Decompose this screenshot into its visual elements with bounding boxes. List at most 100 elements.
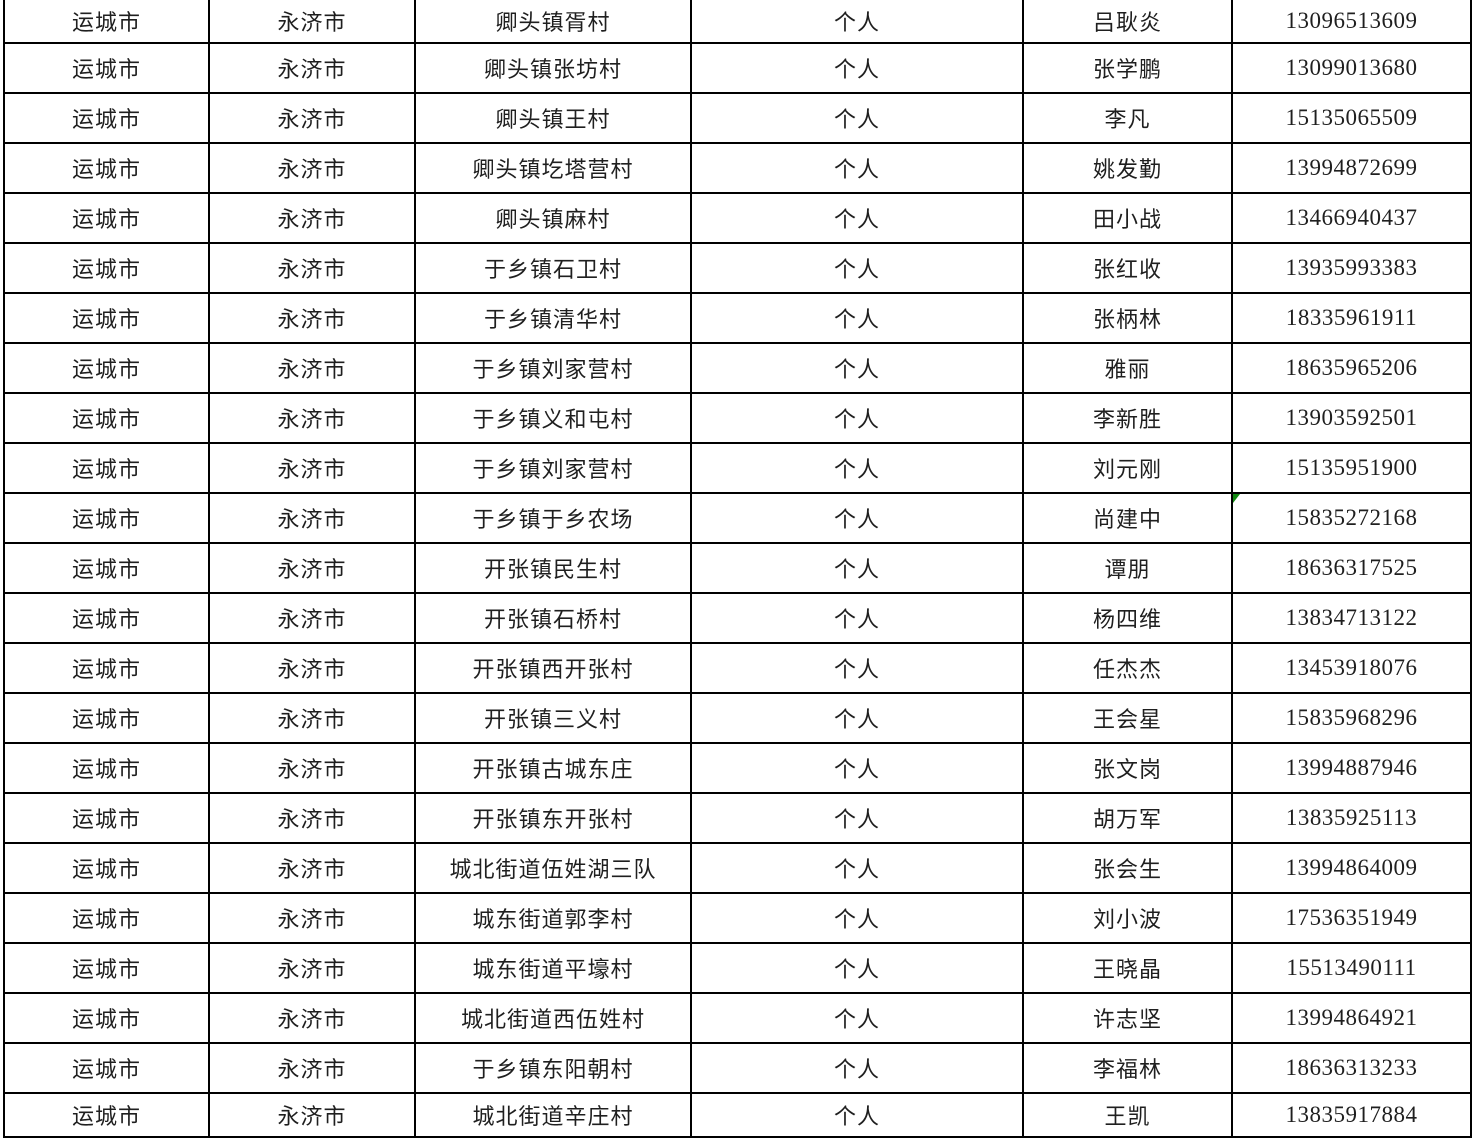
cell-city[interactable]: 运城市 xyxy=(5,94,210,144)
cell-city[interactable]: 运城市 xyxy=(5,494,210,544)
cell-applicant-type[interactable]: 个人 xyxy=(692,144,1024,194)
cell-village[interactable]: 城北街道辛庄村 xyxy=(416,1094,692,1138)
cell-contact-name[interactable]: 吕耿炎 xyxy=(1024,0,1233,44)
cell-village[interactable]: 卿头镇胥村 xyxy=(416,0,692,44)
cell-applicant-type[interactable]: 个人 xyxy=(692,844,1024,894)
cell-applicant-type[interactable]: 个人 xyxy=(692,244,1024,294)
cell-county[interactable]: 永济市 xyxy=(210,0,416,44)
cell-city[interactable]: 运城市 xyxy=(5,194,210,244)
cell-phone[interactable]: 13834713122 xyxy=(1233,594,1472,644)
cell-phone[interactable]: 18335961911 xyxy=(1233,294,1472,344)
cell-contact-name[interactable]: 张柄林 xyxy=(1024,294,1233,344)
cell-contact-name[interactable]: 任杰杰 xyxy=(1024,644,1233,694)
cell-contact-name[interactable]: 杨四维 xyxy=(1024,594,1233,644)
cell-contact-name[interactable]: 李福林 xyxy=(1024,1044,1233,1094)
cell-phone[interactable]: 13935993383 xyxy=(1233,244,1472,294)
cell-contact-name[interactable]: 谭朋 xyxy=(1024,544,1233,594)
cell-county[interactable]: 永济市 xyxy=(210,444,416,494)
cell-county[interactable]: 永济市 xyxy=(210,1094,416,1138)
cell-county[interactable]: 永济市 xyxy=(210,394,416,444)
cell-contact-name[interactable]: 张红收 xyxy=(1024,244,1233,294)
cell-county[interactable]: 永济市 xyxy=(210,344,416,394)
cell-city[interactable]: 运城市 xyxy=(5,344,210,394)
cell-contact-name[interactable]: 姚发勤 xyxy=(1024,144,1233,194)
cell-phone[interactable]: 15135065509 xyxy=(1233,94,1472,144)
cell-contact-name[interactable]: 刘元刚 xyxy=(1024,444,1233,494)
cell-phone[interactable]: 13994872699 xyxy=(1233,144,1472,194)
cell-phone[interactable]: 18635965206 xyxy=(1233,344,1472,394)
cell-applicant-type[interactable]: 个人 xyxy=(692,944,1024,994)
cell-city[interactable]: 运城市 xyxy=(5,794,210,844)
cell-village[interactable]: 卿头镇圪塔营村 xyxy=(416,144,692,194)
cell-village[interactable]: 开张镇古城东庄 xyxy=(416,744,692,794)
cell-village[interactable]: 于乡镇石卫村 xyxy=(416,244,692,294)
cell-city[interactable]: 运城市 xyxy=(5,44,210,94)
cell-county[interactable]: 永济市 xyxy=(210,544,416,594)
cell-village[interactable]: 城东街道平壕村 xyxy=(416,944,692,994)
cell-village[interactable]: 城北街道伍姓湖三队 xyxy=(416,844,692,894)
cell-phone[interactable]: 13099013680 xyxy=(1233,44,1472,94)
cell-applicant-type[interactable]: 个人 xyxy=(692,94,1024,144)
cell-applicant-type[interactable]: 个人 xyxy=(692,644,1024,694)
cell-village[interactable]: 于乡镇义和屯村 xyxy=(416,394,692,444)
cell-city[interactable]: 运城市 xyxy=(5,444,210,494)
cell-phone[interactable]: 15513490111 xyxy=(1233,944,1472,994)
cell-city[interactable]: 运城市 xyxy=(5,0,210,44)
cell-phone[interactable]: 13835925113 xyxy=(1233,794,1472,844)
cell-applicant-type[interactable]: 个人 xyxy=(692,894,1024,944)
cell-county[interactable]: 永济市 xyxy=(210,1044,416,1094)
cell-city[interactable]: 运城市 xyxy=(5,694,210,744)
cell-contact-name[interactable]: 尚建中 xyxy=(1024,494,1233,544)
cell-village[interactable]: 开张镇西开张村 xyxy=(416,644,692,694)
cell-applicant-type[interactable]: 个人 xyxy=(692,194,1024,244)
cell-phone[interactable]: 13835917884 xyxy=(1233,1094,1472,1138)
cell-village[interactable]: 城北街道西伍姓村 xyxy=(416,994,692,1044)
cell-applicant-type[interactable]: 个人 xyxy=(692,744,1024,794)
cell-city[interactable]: 运城市 xyxy=(5,744,210,794)
cell-applicant-type[interactable]: 个人 xyxy=(692,44,1024,94)
cell-applicant-type[interactable]: 个人 xyxy=(692,994,1024,1044)
cell-village[interactable]: 开张镇石桥村 xyxy=(416,594,692,644)
cell-city[interactable]: 运城市 xyxy=(5,894,210,944)
cell-phone[interactable]: 13466940437 xyxy=(1233,194,1472,244)
cell-city[interactable]: 运城市 xyxy=(5,394,210,444)
cell-contact-name[interactable]: 李新胜 xyxy=(1024,394,1233,444)
cell-phone[interactable]: 15135951900 xyxy=(1233,444,1472,494)
cell-phone[interactable]: 13453918076 xyxy=(1233,644,1472,694)
cell-county[interactable]: 永济市 xyxy=(210,694,416,744)
cell-phone[interactable]: 18636313233 xyxy=(1233,1044,1472,1094)
cell-city[interactable]: 运城市 xyxy=(5,144,210,194)
cell-applicant-type[interactable]: 个人 xyxy=(692,494,1024,544)
cell-contact-name[interactable]: 张学鹏 xyxy=(1024,44,1233,94)
cell-county[interactable]: 永济市 xyxy=(210,594,416,644)
cell-phone[interactable]: 13994864921 xyxy=(1233,994,1472,1044)
cell-applicant-type[interactable]: 个人 xyxy=(692,394,1024,444)
cell-county[interactable]: 永济市 xyxy=(210,194,416,244)
cell-county[interactable]: 永济市 xyxy=(210,494,416,544)
cell-phone[interactable]: 13903592501 xyxy=(1233,394,1472,444)
cell-phone[interactable]: 15835968296 xyxy=(1233,694,1472,744)
cell-county[interactable]: 永济市 xyxy=(210,744,416,794)
cell-applicant-type[interactable]: 个人 xyxy=(692,294,1024,344)
cell-village[interactable]: 开张镇民生村 xyxy=(416,544,692,594)
cell-village[interactable]: 卿头镇王村 xyxy=(416,94,692,144)
cell-applicant-type[interactable]: 个人 xyxy=(692,594,1024,644)
cell-village[interactable]: 于乡镇刘家营村 xyxy=(416,444,692,494)
cell-phone[interactable]: 13994887946 xyxy=(1233,744,1472,794)
cell-contact-name[interactable]: 张文岗 xyxy=(1024,744,1233,794)
cell-county[interactable]: 永济市 xyxy=(210,244,416,294)
cell-village[interactable]: 开张镇三义村 xyxy=(416,694,692,744)
cell-contact-name[interactable]: 胡万军 xyxy=(1024,794,1233,844)
cell-city[interactable]: 运城市 xyxy=(5,594,210,644)
cell-applicant-type[interactable]: 个人 xyxy=(692,794,1024,844)
cell-applicant-type[interactable]: 个人 xyxy=(692,1094,1024,1138)
cell-contact-name[interactable]: 雅丽 xyxy=(1024,344,1233,394)
cell-village[interactable]: 卿头镇张坊村 xyxy=(416,44,692,94)
cell-contact-name[interactable]: 王会星 xyxy=(1024,694,1233,744)
cell-city[interactable]: 运城市 xyxy=(5,844,210,894)
cell-county[interactable]: 永济市 xyxy=(210,44,416,94)
cell-phone[interactable]: 17536351949 xyxy=(1233,894,1472,944)
cell-contact-name[interactable]: 张会生 xyxy=(1024,844,1233,894)
cell-county[interactable]: 永济市 xyxy=(210,844,416,894)
cell-county[interactable]: 永济市 xyxy=(210,144,416,194)
